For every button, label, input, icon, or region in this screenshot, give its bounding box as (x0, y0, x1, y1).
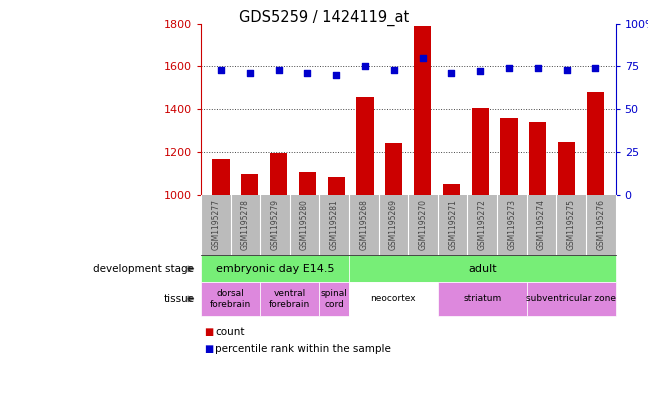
Text: count: count (215, 327, 245, 337)
Point (590, 65, 601, 71)
Bar (414, 26, 432, 195)
Bar (213, 159, 229, 195)
Text: GSM1195270: GSM1195270 (419, 200, 428, 250)
Point (561, 66, 572, 73)
Bar (328, 177, 345, 195)
Text: GSM1195268: GSM1195268 (359, 200, 368, 250)
Text: tissue: tissue (163, 294, 194, 304)
Text: GDS5259 / 1424119_at: GDS5259 / 1424119_at (239, 10, 409, 26)
Text: GSM1195276: GSM1195276 (596, 200, 605, 250)
Text: ■: ■ (204, 344, 213, 354)
Text: ■: ■ (204, 327, 213, 337)
Text: percentile rank within the sample: percentile rank within the sample (215, 344, 391, 354)
Text: striatum: striatum (463, 294, 502, 303)
Text: development stage: development stage (93, 264, 194, 274)
Bar (241, 174, 259, 195)
Point (475, 68, 485, 75)
Text: spinal
cord: spinal cord (321, 289, 347, 309)
Text: GSM1195279: GSM1195279 (270, 200, 279, 250)
Text: GSM1195275: GSM1195275 (566, 200, 575, 250)
Text: GSM1195271: GSM1195271 (448, 200, 457, 250)
Bar (587, 92, 604, 195)
Text: GSM1195272: GSM1195272 (478, 200, 487, 250)
Bar (270, 153, 287, 195)
Point (533, 65, 543, 71)
Bar (500, 118, 518, 195)
Text: subventricular zone: subventricular zone (526, 294, 616, 303)
Bar (529, 122, 546, 195)
Point (360, 63, 370, 70)
Point (273, 66, 284, 73)
Point (331, 72, 341, 78)
Text: dorsal
forebrain: dorsal forebrain (210, 289, 251, 309)
Text: GSM1195278: GSM1195278 (241, 200, 250, 250)
Text: embryonic day E14.5: embryonic day E14.5 (216, 264, 334, 274)
Bar (385, 143, 402, 195)
Point (417, 55, 428, 61)
Bar (443, 184, 460, 195)
Point (389, 66, 399, 73)
Point (216, 66, 226, 73)
Point (245, 70, 255, 76)
Text: GSM1195281: GSM1195281 (330, 200, 339, 250)
Point (504, 65, 515, 71)
Text: GSM1195274: GSM1195274 (537, 200, 546, 250)
Bar (558, 142, 575, 195)
Text: GSM1195280: GSM1195280 (300, 200, 309, 250)
Text: GSM1195277: GSM1195277 (211, 200, 220, 250)
Bar (356, 97, 374, 195)
Bar (472, 108, 489, 195)
Text: GSM1195269: GSM1195269 (389, 200, 398, 250)
Bar (299, 172, 316, 195)
Text: adult: adult (468, 264, 496, 274)
Point (302, 70, 312, 76)
Text: GSM1195273: GSM1195273 (507, 200, 516, 250)
Text: ventral
forebrain: ventral forebrain (269, 289, 310, 309)
Point (446, 70, 457, 76)
Text: neocortex: neocortex (371, 294, 416, 303)
